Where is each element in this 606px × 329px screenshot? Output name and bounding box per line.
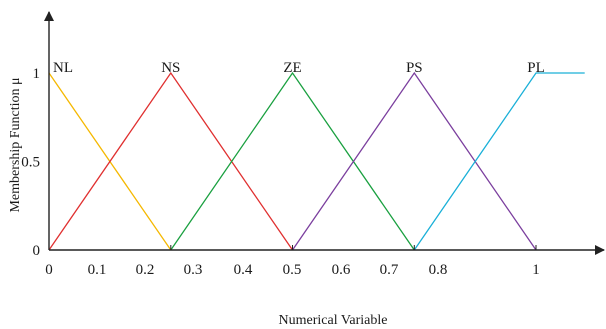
series-line-ns <box>48 71 294 251</box>
series-line-pl <box>413 72 585 251</box>
y-axis-title: Membership Function μ <box>8 77 23 212</box>
series-label-nl: NL <box>53 60 73 76</box>
ticks-layer: 0 0.1 0.2 0.3 0.4 0.5 0.6 0.7 0.8 1 0 0.5 1 <box>21 66 540 278</box>
series-label-ze: ZE <box>283 60 301 76</box>
x-axis-title: Numerical Variable <box>279 313 388 328</box>
x-tick-label: 0.3 <box>184 262 203 278</box>
x-tick-label: 0.4 <box>234 262 253 278</box>
series-label-ns: NS <box>161 60 180 76</box>
series-line-ze <box>170 71 415 251</box>
x-tick-label: 0.1 <box>88 262 107 278</box>
series-layer <box>48 71 585 251</box>
x-tick-label: 0.6 <box>332 262 351 278</box>
x-tick-label: 0.2 <box>136 262 155 278</box>
series-line-ps <box>291 71 537 251</box>
y-tick-label: 0 <box>33 243 41 259</box>
y-tick-label: 1 <box>33 66 41 82</box>
series-label-ps: PS <box>406 60 423 76</box>
y-tick-label: 0.5 <box>21 155 40 171</box>
x-tick-label: 1 <box>532 262 540 278</box>
labels-layer: NL NS ZE PS PL <box>53 60 545 76</box>
x-tick-label: 0.8 <box>429 262 448 278</box>
x-tick-label: 0.7 <box>380 262 399 278</box>
x-tick-label: 0.5 <box>283 262 302 278</box>
x-tick-label: 0 <box>45 262 53 278</box>
series-label-pl: PL <box>527 60 545 76</box>
